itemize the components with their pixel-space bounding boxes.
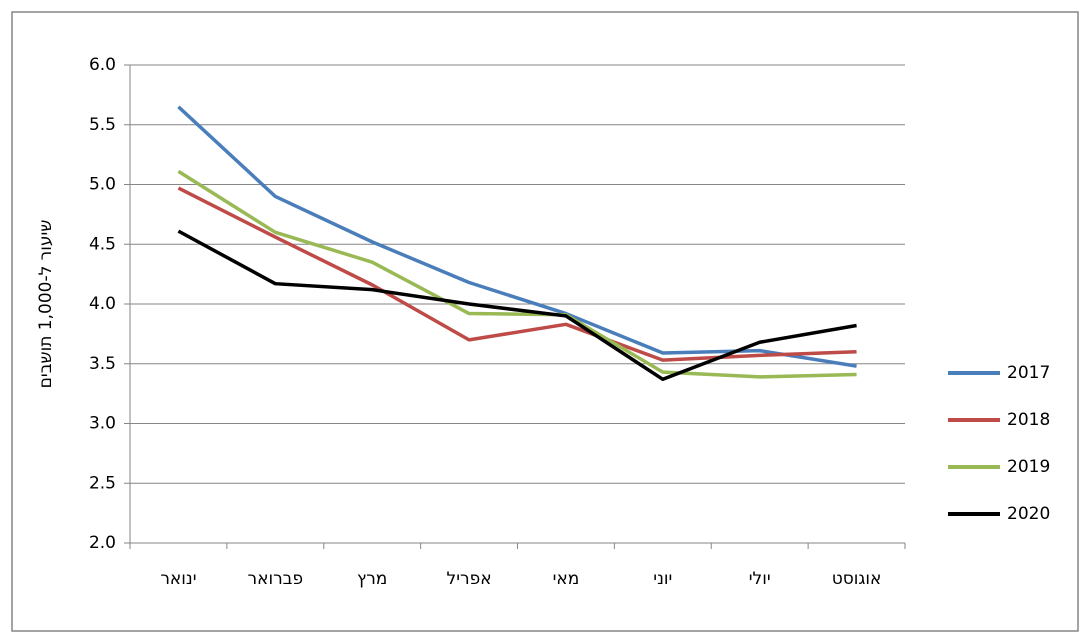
series-line (177, 105, 857, 368)
x-tick-label: מאי (553, 569, 580, 589)
y-tick-label: 2.0 (89, 533, 116, 553)
x-tick-label: יולי (749, 569, 771, 589)
x-tick-label: מרץ (357, 569, 387, 589)
series-line (177, 229, 857, 382)
series-line (177, 186, 857, 362)
y-tick-label: 4.5 (89, 234, 116, 254)
x-tick-label: יוני (653, 569, 672, 589)
legend-label: 2018 (1007, 410, 1050, 430)
x-tick-label: פברואר (247, 569, 303, 589)
y-tick-label: 5.0 (89, 175, 116, 195)
y-tick-label: 3.5 (89, 354, 116, 374)
series-line (177, 169, 857, 379)
y-tick-label: 4.0 (89, 294, 116, 314)
legend-label: 2019 (1007, 457, 1050, 477)
chart-frame (11, 11, 1079, 632)
x-tick-label: ינואר (160, 569, 196, 589)
legend-label: 2020 (1007, 504, 1050, 524)
y-axis-label: שיעור ל-1,000 תושבים (36, 220, 56, 389)
y-tick-label: 5.5 (89, 115, 116, 135)
legend-label: 2017 (1007, 363, 1050, 383)
y-tick-label: 3.0 (89, 414, 116, 434)
x-tick-label: אפריל (447, 569, 492, 589)
y-tick-label: 2.5 (89, 473, 116, 493)
y-tick-label: 6.0 (89, 55, 116, 75)
x-tick-label: אוגוסט (832, 569, 882, 589)
